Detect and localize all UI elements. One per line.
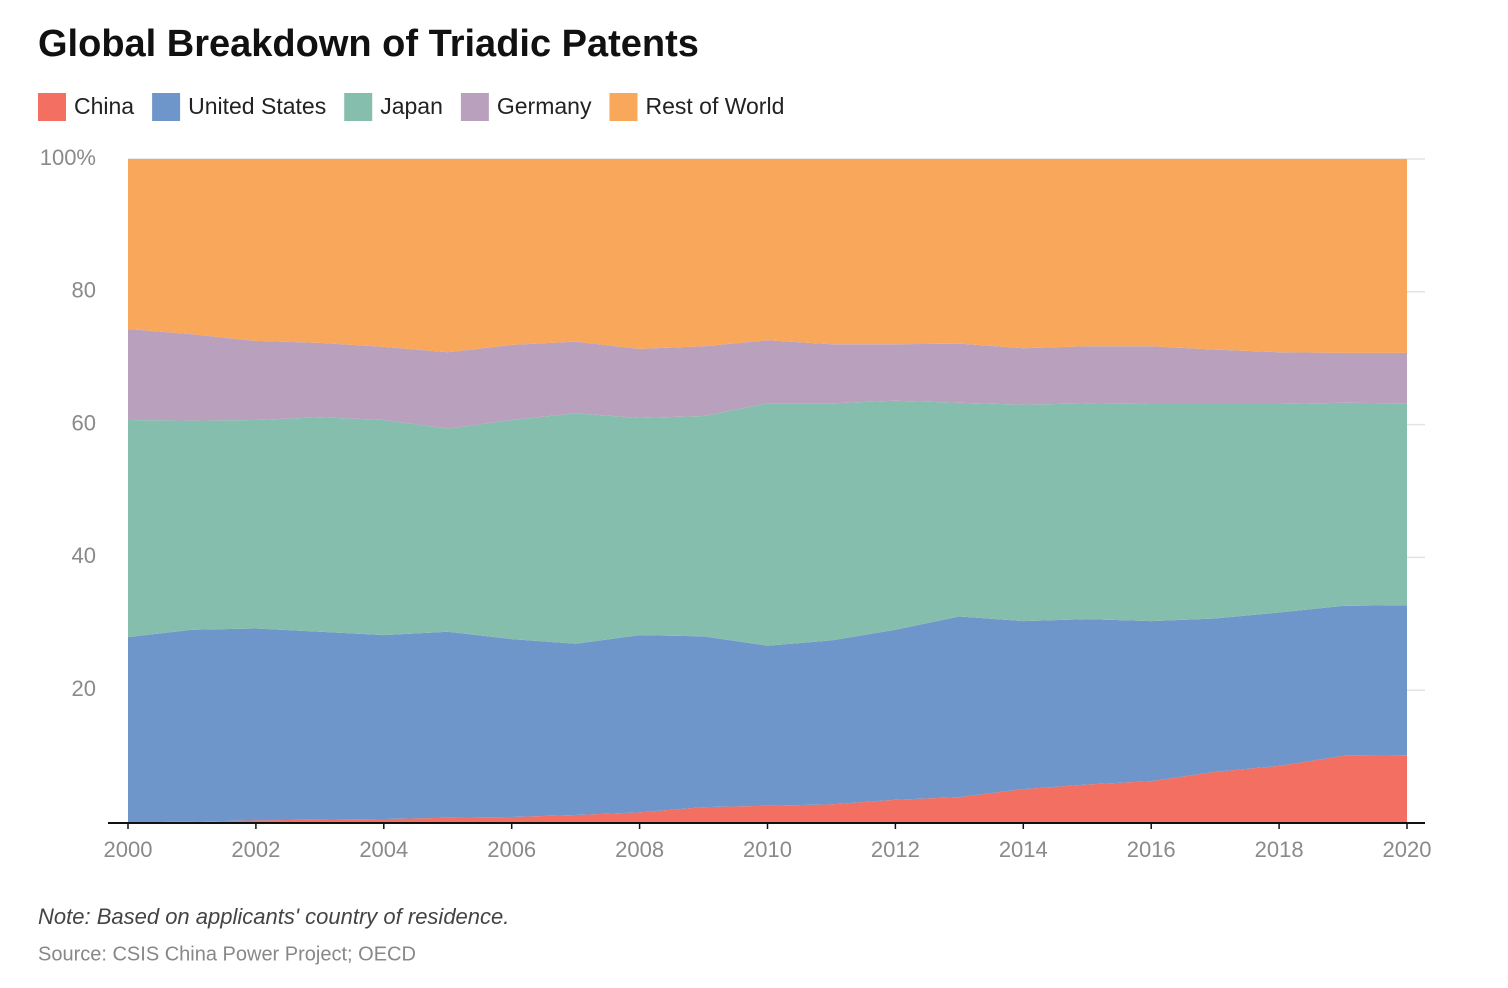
legend-label: Japan [380, 93, 443, 119]
legend-label: Germany [497, 93, 592, 119]
x-tick-label: 2000 [104, 837, 153, 862]
legend-label: Rest of World [645, 93, 784, 119]
x-tick-label: 2020 [1383, 837, 1432, 862]
area [128, 159, 1407, 353]
chart-title: Global Breakdown of Triadic Patents [38, 23, 699, 65]
legend-swatch [38, 93, 66, 121]
y-tick-label: 40 [72, 543, 96, 568]
note: Note: Based on applicants' country of re… [38, 904, 509, 929]
x-tick-label: 2006 [487, 837, 536, 862]
area [128, 400, 1407, 646]
source: Source: CSIS China Power Project; OECD [38, 943, 416, 965]
area [128, 328, 1407, 429]
x-tick-label: 2012 [871, 837, 920, 862]
x-tick-label: 2008 [615, 837, 664, 862]
legend-label: United States [188, 93, 326, 119]
area [128, 755, 1407, 823]
x-tick-label: 2004 [359, 837, 408, 862]
x-tick-label: 2002 [231, 837, 280, 862]
legend-swatch [344, 93, 373, 121]
legend-swatch [152, 93, 181, 121]
x-tick-label: 2016 [1127, 837, 1176, 862]
y-tick-label: 100% [40, 145, 96, 170]
x-tick-label: 2010 [743, 837, 792, 862]
y-tick-label: 20 [72, 676, 96, 701]
x-tick-label: 2018 [1255, 837, 1304, 862]
legend-label: China [74, 93, 134, 119]
area [128, 605, 1407, 823]
y-tick-label: 60 [72, 410, 96, 435]
x-tick-label: 2014 [999, 837, 1048, 862]
legend-swatch [460, 93, 489, 121]
legend-swatch [609, 93, 638, 121]
y-tick-label: 80 [72, 278, 96, 303]
